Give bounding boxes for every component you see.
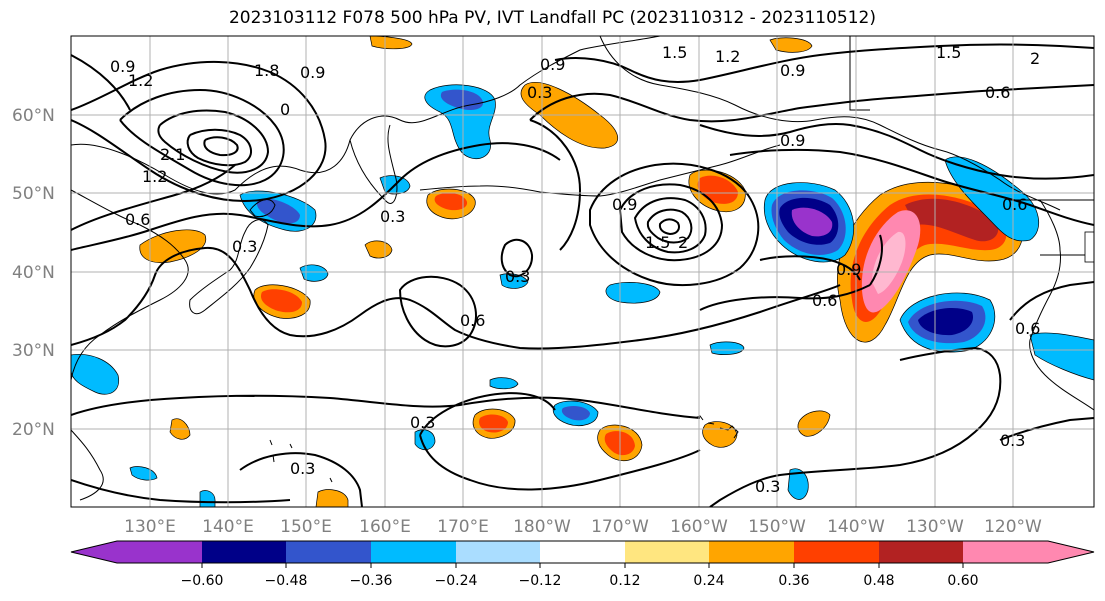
lon-label: 130°W (906, 517, 964, 537)
contour-label: 0.6 (460, 311, 485, 330)
contour-label: 0.9 (540, 55, 565, 74)
contour-label: 0.6 (1002, 195, 1027, 214)
contour-label: 0.6 (812, 291, 837, 310)
lat-label: 30°N (12, 341, 55, 361)
contour-label: 0.9 (836, 260, 861, 279)
contour-label: 0.6 (125, 210, 150, 229)
contour-label: 1.8 (254, 61, 279, 80)
ivt-shading (71, 36, 1094, 507)
lat-label: 60°N (12, 106, 55, 126)
contour-label: 1.5 (645, 233, 670, 252)
lon-label: 160°W (670, 517, 728, 537)
graticule (71, 36, 1094, 507)
lon-label: 160°E (359, 517, 411, 537)
contour-label: 0.3 (290, 459, 315, 478)
colorbar-tick-label: −0.48 (265, 573, 308, 589)
colorbar-segment (202, 541, 286, 563)
contour-label: 0 (280, 100, 290, 119)
contour-label: 0.3 (410, 413, 435, 432)
lat-label: 50°N (12, 184, 55, 204)
contour-label: 1.2 (715, 47, 740, 66)
contour-label: 2.1 (160, 145, 185, 164)
contour-label: 0.3 (380, 207, 405, 226)
contour-label: 1.2 (142, 167, 167, 186)
colorbar-tick-label: −0.36 (350, 573, 393, 589)
contour-label: 0.9 (110, 57, 135, 76)
lon-label: 140°E (202, 517, 254, 537)
contour-label: 0.6 (1015, 319, 1040, 338)
colorbar-tick-label: −0.12 (519, 573, 562, 589)
lat-labels: 60°N 50°N 40°N 30°N 20°N (12, 106, 55, 440)
colorbar-tick-label: 0.48 (863, 573, 894, 589)
contour-label: 0.9 (300, 63, 325, 82)
colorbar-segment (794, 541, 879, 563)
colorbar-segment (709, 541, 794, 563)
contour-label: 1.5 (936, 43, 961, 62)
contour-label: 0.3 (755, 477, 780, 496)
page-title: 2023103112 F078 500 hPa PV, IVT Landfall… (228, 8, 876, 28)
lat-label: 20°N (12, 420, 55, 440)
colorbar (70, 540, 1095, 568)
colorbar-segment (371, 541, 456, 563)
colorbar-tick-label: 0.12 (609, 573, 640, 589)
lon-label: 150°E (280, 517, 332, 537)
contour-labels: 0.9 1.2 1.8 0.9 0 2.1 1.2 0.6 0.3 0.3 0.… (110, 43, 1040, 496)
colorbar-outline (70, 540, 1095, 564)
lon-label: 170°E (437, 517, 489, 537)
lon-label: 140°W (827, 517, 885, 537)
contour-label: 1.2 (128, 71, 153, 90)
lon-label: 170°W (591, 517, 649, 537)
colorbar-tick-label: −0.60 (181, 573, 224, 589)
colorbar-tick-label: −0.24 (435, 573, 478, 589)
lon-labels: 130°E 140°E 150°E 160°E 170°E 180°W 170°… (124, 517, 1042, 537)
colorbar-tick-labels: −0.60 −0.48 −0.36 −0.24 −0.12 0.12 0.24 … (181, 573, 979, 589)
lon-label: 180°W (513, 517, 571, 537)
contour-label: 2 (1030, 49, 1040, 68)
colorbar-tick-label: 0.24 (693, 573, 724, 589)
lon-label: 120°W (984, 517, 1042, 537)
colorbar-segment (625, 541, 709, 563)
coastlines (71, 36, 1094, 501)
colorbar-extend-max (1048, 541, 1094, 563)
contour-label: 0.3 (505, 267, 530, 286)
lon-label: 150°W (748, 517, 806, 537)
map-frame (70, 35, 1095, 508)
colorbar-extend-min (71, 541, 117, 563)
colorbar-segment (456, 541, 540, 563)
contour-label: 1.5 (662, 43, 687, 62)
colorbar-segment (879, 541, 963, 563)
lon-label: 130°E (124, 517, 176, 537)
colorbar-segment (286, 541, 371, 563)
colorbar-segment (540, 541, 625, 563)
lat-label: 40°N (12, 263, 55, 283)
contour-label: 2 (678, 233, 688, 252)
contour-label: 0.3 (232, 237, 257, 256)
colorbar-segment (117, 541, 202, 563)
contour-label: 0.9 (780, 61, 805, 80)
colorbar-tick-label: 0.36 (778, 573, 809, 589)
contour-label: 0.3 (1000, 431, 1025, 450)
colorbar-segment (963, 541, 1048, 563)
contour-label: 0.3 (527, 83, 552, 102)
contour-label: 0.9 (780, 131, 805, 150)
colorbar-tick-label: 0.60 (947, 573, 978, 589)
contour-label: 0.9 (612, 195, 637, 214)
contour-label: 0.6 (985, 83, 1010, 102)
